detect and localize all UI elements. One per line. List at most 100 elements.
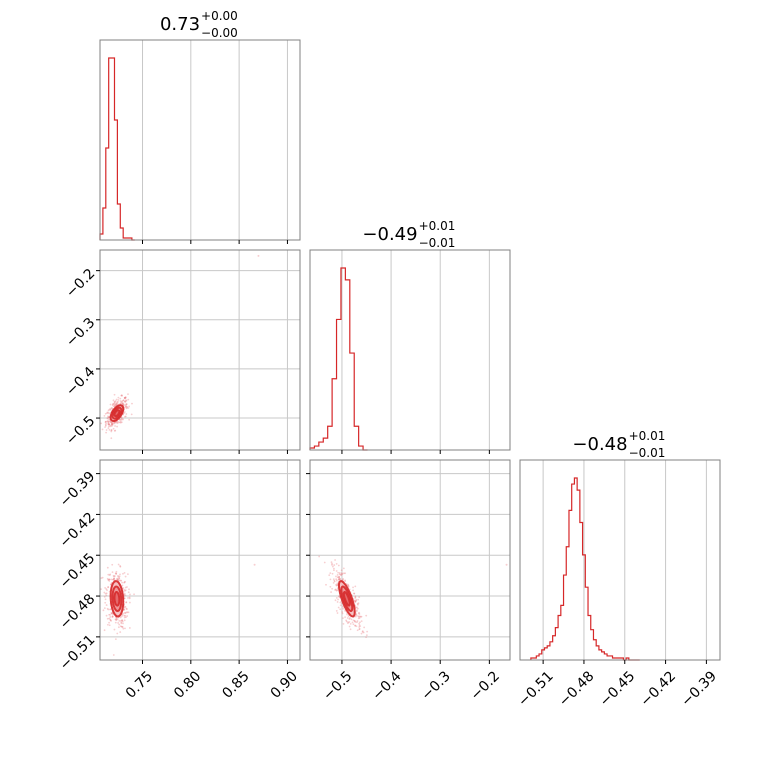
scatter-point: [111, 615, 114, 618]
scatter-point: [126, 405, 129, 408]
scatter-point: [346, 613, 348, 616]
scatter-point: [125, 403, 128, 406]
scatter-point: [347, 622, 349, 625]
scatter-point: [109, 420, 111, 423]
scatter-point: [113, 575, 115, 578]
scatter-point: [107, 608, 110, 611]
scatter-point: [335, 597, 338, 599]
scatter-point: [124, 580, 126, 583]
scatter-point: [354, 595, 357, 598]
scatter-point: [340, 573, 343, 576]
scatter-point: [123, 619, 126, 622]
scatter-point: [334, 588, 337, 591]
scatter-point: [356, 620, 359, 622]
scatter-point: [119, 420, 122, 423]
scatter-point: [366, 630, 369, 633]
param-title-0: 0.73: [160, 14, 200, 35]
scatter-point: [353, 600, 356, 602]
scatter-point: [358, 611, 361, 614]
scatter-point: [114, 421, 117, 424]
param-title-2: −0.48: [572, 434, 627, 455]
scatter-point: [335, 579, 338, 582]
scatter-point: [113, 577, 115, 580]
scatter-point: [119, 573, 121, 576]
scatter-point: [110, 612, 113, 614]
scatter-point: [127, 398, 130, 401]
scatter-point: [360, 620, 363, 623]
scatter-point: [110, 612, 113, 615]
scatter-point: [122, 418, 125, 421]
scatter-panel-0: [100, 254, 260, 440]
scatter-point: [127, 393, 129, 396]
scatter-point: [344, 579, 346, 582]
scatter-point: [339, 578, 342, 581]
x-tick-label: −0.48: [556, 668, 598, 710]
scatter-point: [323, 561, 326, 564]
scatter-point: [107, 423, 110, 426]
scatter-point: [120, 417, 123, 419]
scatter-point: [118, 577, 121, 580]
scatter-point: [117, 575, 120, 578]
scatter-point: [342, 579, 344, 581]
scatter-point: [345, 620, 348, 623]
scatter-point: [116, 632, 119, 635]
scatter-point: [356, 607, 359, 610]
histogram-param-2: [530, 477, 640, 661]
scatter-point: [335, 570, 338, 572]
scatter-point: [341, 573, 344, 575]
scatter-point: [103, 414, 106, 417]
y-tick-label: −0.45: [57, 550, 99, 592]
scatter-point: [332, 569, 335, 572]
scatter-point: [318, 555, 321, 558]
scatter-point: [356, 602, 359, 605]
scatter-point: [353, 592, 355, 595]
scatter-point: [119, 397, 122, 400]
x-tick-label: −0.4: [369, 668, 404, 703]
scatter-point: [348, 625, 351, 628]
scatter-point: [113, 404, 116, 407]
scatter-point: [114, 572, 117, 574]
scatter-point: [358, 596, 361, 599]
scatter-point: [335, 583, 337, 586]
scatter-point: [356, 621, 358, 624]
scatter-point: [114, 400, 117, 402]
scatter-point: [354, 597, 357, 599]
scatter-point: [123, 592, 126, 595]
scatter-point: [357, 612, 360, 615]
scatter-point: [111, 421, 114, 424]
scatter-point: [119, 402, 122, 404]
scatter-point: [106, 420, 109, 422]
scatter-point: [335, 578, 338, 581]
scatter-point: [329, 585, 332, 588]
scatter-point: [347, 583, 350, 586]
scatter-point: [108, 580, 111, 582]
scatter-point: [365, 634, 368, 637]
scatter-point: [123, 614, 126, 617]
scatter-point: [365, 614, 368, 617]
scatter-point: [109, 421, 112, 424]
scatter-point: [111, 423, 114, 426]
scatter-point: [115, 618, 118, 621]
scatter-point: [111, 423, 113, 426]
scatter-point: [107, 416, 110, 419]
scatter-point: [121, 613, 124, 616]
scatter-point: [337, 564, 340, 567]
scatter-point: [358, 615, 360, 618]
scatter-point: [354, 615, 357, 618]
scatter-point: [119, 616, 122, 619]
scatter-point: [354, 624, 357, 627]
scatter-point: [108, 578, 111, 581]
scatter-point: [352, 586, 354, 589]
scatter-point: [338, 575, 341, 578]
scatter-point: [108, 428, 111, 431]
scatter-point: [339, 604, 342, 607]
scatter-point: [119, 421, 122, 424]
scatter-point: [107, 579, 110, 581]
scatter-point: [120, 394, 123, 397]
scatter-point: [108, 617, 111, 620]
scatter-point: [342, 605, 344, 608]
scatter-point: [365, 636, 367, 639]
param-title-lower-error-1: −0.01: [419, 236, 456, 250]
scatter-point: [115, 572, 118, 575]
scatter-point: [105, 420, 107, 423]
